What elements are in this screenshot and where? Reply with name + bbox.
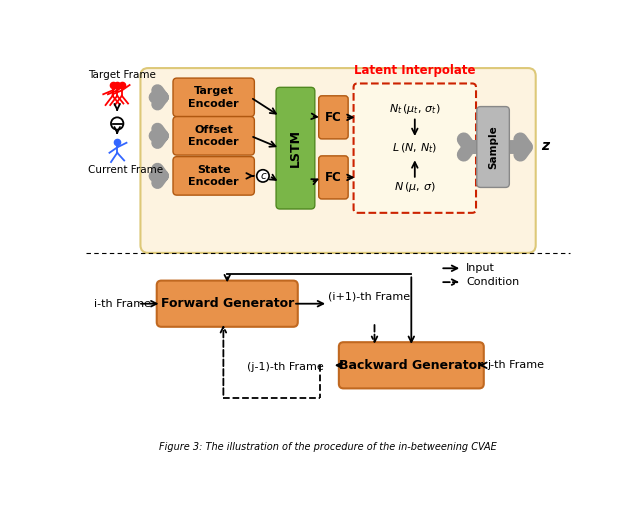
Text: Input: Input (466, 263, 495, 273)
Text: $N_t\,(\mu_t,\,\sigma_t)$: $N_t\,(\mu_t,\,\sigma_t)$ (389, 102, 440, 116)
Text: Sample: Sample (488, 125, 498, 169)
Text: FC: FC (325, 171, 342, 184)
Text: State
Encoder: State Encoder (188, 165, 239, 187)
Text: Figure 3: The illustration of the procedure of the in-betweening CVAE: Figure 3: The illustration of the proced… (159, 442, 497, 452)
FancyBboxPatch shape (319, 96, 348, 139)
Text: Forward Generator: Forward Generator (161, 297, 294, 310)
Text: Current Frame: Current Frame (88, 165, 163, 175)
Text: FC: FC (325, 111, 342, 124)
Text: z: z (541, 139, 549, 153)
Text: Backward Generator: Backward Generator (339, 359, 483, 372)
FancyBboxPatch shape (173, 157, 254, 195)
FancyBboxPatch shape (339, 342, 484, 389)
Text: i-th Frame: i-th Frame (94, 299, 151, 309)
FancyBboxPatch shape (173, 117, 254, 155)
FancyBboxPatch shape (173, 78, 254, 117)
Text: c: c (260, 171, 266, 181)
FancyBboxPatch shape (276, 87, 315, 209)
FancyBboxPatch shape (140, 68, 536, 253)
FancyBboxPatch shape (477, 107, 509, 187)
Text: j-th Frame: j-th Frame (487, 360, 544, 370)
Text: (i+1)-th Frame: (i+1)-th Frame (328, 292, 410, 301)
Text: Offset
Encoder: Offset Encoder (188, 125, 239, 147)
Text: $N\,(\mu,\,\sigma)$: $N\,(\mu,\,\sigma)$ (394, 181, 436, 195)
FancyBboxPatch shape (319, 156, 348, 199)
FancyBboxPatch shape (353, 84, 476, 213)
Circle shape (111, 117, 124, 130)
Text: Condition: Condition (466, 277, 519, 287)
Text: Latent Interpolate: Latent Interpolate (354, 63, 476, 76)
Text: Target
Encoder: Target Encoder (188, 86, 239, 108)
FancyBboxPatch shape (157, 281, 298, 327)
Text: $L\,(N,\,N_t)$: $L\,(N,\,N_t)$ (392, 141, 438, 155)
Text: Target Frame: Target Frame (88, 70, 156, 79)
Text: (j-1)-th Frame: (j-1)-th Frame (246, 362, 323, 372)
Text: LSTM: LSTM (289, 129, 302, 167)
Circle shape (257, 170, 269, 182)
